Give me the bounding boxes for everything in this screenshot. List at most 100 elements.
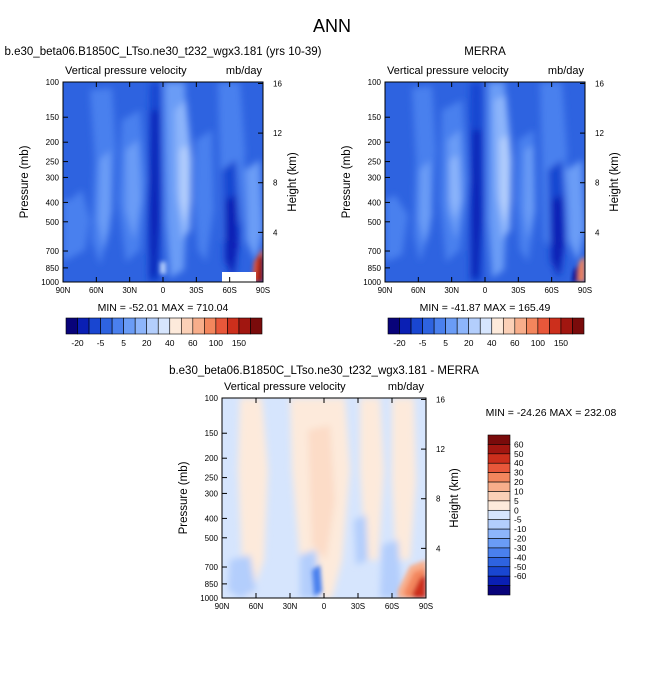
panel-title: b.e30_beta06.B1850C_LTso.ne30_t232_wgx3.… [169,365,479,377]
y-tick-label: 300 [46,173,60,182]
colorbar-label: 30 [514,468,524,478]
y-tick-label: 100 [368,78,382,87]
colorbar-swatch [487,453,511,464]
panel-diff: b.e30_beta06.B1850C_LTso.ne30_t232_wgx3.… [169,365,616,611]
colorbar-label: -5 [514,515,522,525]
height-tick-label: 4 [273,228,278,237]
colorbar-label: -50 [514,562,527,572]
colorbar-label: 150 [554,338,568,348]
x-tick-label: 0 [483,286,488,295]
colorbar-swatch [502,317,516,335]
colorbar-swatch [487,585,511,596]
y-tick-label: 500 [205,534,219,543]
x-tick-label: 90N [215,602,230,611]
colorbar-label: 100 [209,338,223,348]
right-axis-label: Height (km) [449,468,461,528]
colorbar: -20 -5 5 20 40 60 100 150 [387,317,585,348]
colorbar-label: 40 [165,338,175,348]
colorbar-swatch [572,317,585,335]
right-axis-label: Height (km) [287,152,299,212]
y-tick-label: 700 [368,247,382,256]
colorbar-swatch [192,317,205,335]
colorbar-label: -20 [71,338,84,348]
colorbar-swatch [487,491,511,502]
colorbar-swatch [487,472,511,483]
x-tick-label: 0 [322,602,327,611]
colorbar-swatch [487,462,511,473]
colorbar-swatch [549,317,562,335]
panel-left-label: Vertical pressure velocity [65,65,187,77]
y-tick-label: 100 [205,394,219,403]
x-tick-label: 90S [578,286,592,295]
y-tick-label: 400 [368,198,382,207]
height-tick-label: 16 [273,79,282,88]
colorbar-swatch [433,317,446,335]
colorbar-swatch [204,317,217,335]
x-tick-label: 90N [378,286,393,295]
colorbar-label: 20 [142,338,152,348]
y-tick-label: 700 [205,563,219,572]
colorbar-swatch [487,538,511,549]
colorbar-swatch [526,317,539,335]
y-tick-label: 100 [46,78,60,87]
colorbar-label: -30 [514,543,527,553]
height-tick-label: 8 [595,179,600,188]
colorbar-swatch [487,444,511,455]
colorbar-swatch [468,317,481,335]
colorbar-swatch [487,481,511,492]
colorbar-label: -10 [514,524,527,534]
colorbar-label: 5 [514,496,519,506]
y-tick-label: 200 [46,138,60,147]
contour-field [222,398,426,598]
x-tick-label: 90S [256,286,270,295]
y-axis-label: Pressure (mb) [178,461,190,534]
colorbar-swatch [146,317,159,335]
y-tick-label: 200 [205,454,219,463]
height-tick-label: 4 [595,228,600,237]
colorbar-swatch [123,317,136,335]
colorbar-swatch [77,317,90,335]
colorbar-swatch [487,500,511,511]
y-tick-label: 500 [368,218,382,227]
x-tick-label: 60S [385,602,399,611]
panel-left-label: Vertical pressure velocity [387,65,509,77]
height-tick-label: 12 [273,129,282,138]
y-tick-label: 850 [368,264,382,273]
colorbar-swatch [180,317,194,335]
height-tick-label: 16 [436,395,445,404]
colorbar-label: 5 [121,338,126,348]
colorbar-swatch [560,317,573,335]
colorbar-label: 150 [232,338,246,348]
y-tick-label: 200 [368,138,382,147]
x-tick-label: 60S [223,286,237,295]
colorbar-swatch [537,317,550,335]
y-axis-label: Pressure (mb) [19,145,31,218]
colorbar-swatch [487,509,511,521]
x-tick-label: 30N [444,286,459,295]
x-tick-label: 30S [511,286,525,295]
colorbar-label: 40 [514,458,524,468]
colorbar-swatch [487,434,511,445]
y-tick-label: 150 [46,113,60,122]
panel-left-label: Vertical pressure velocity [224,381,346,393]
x-tick-label: 90N [56,286,71,295]
y-tick-label: 1000 [363,278,381,287]
colorbar-swatch [487,566,511,577]
y-tick-label: 400 [46,198,60,207]
colorbar-swatch [169,317,182,335]
figure-title: ANN [313,16,351,36]
right-axis-label: Height (km) [609,152,621,212]
panel-units: mb/day [548,65,585,77]
colorbar-label: 60 [188,338,198,348]
y-tick-label: 300 [368,173,382,182]
colorbar-swatch [514,317,527,335]
y-tick-label: 150 [205,429,219,438]
colorbar-label: 40 [487,338,497,348]
y-axis-label: Pressure (mb) [341,145,353,218]
colorbar-swatch [100,317,113,335]
x-tick-label: 60N [249,602,264,611]
colorbar-swatch [487,557,511,568]
colorbar-swatch [491,317,504,335]
colorbar-label: -5 [97,338,105,348]
